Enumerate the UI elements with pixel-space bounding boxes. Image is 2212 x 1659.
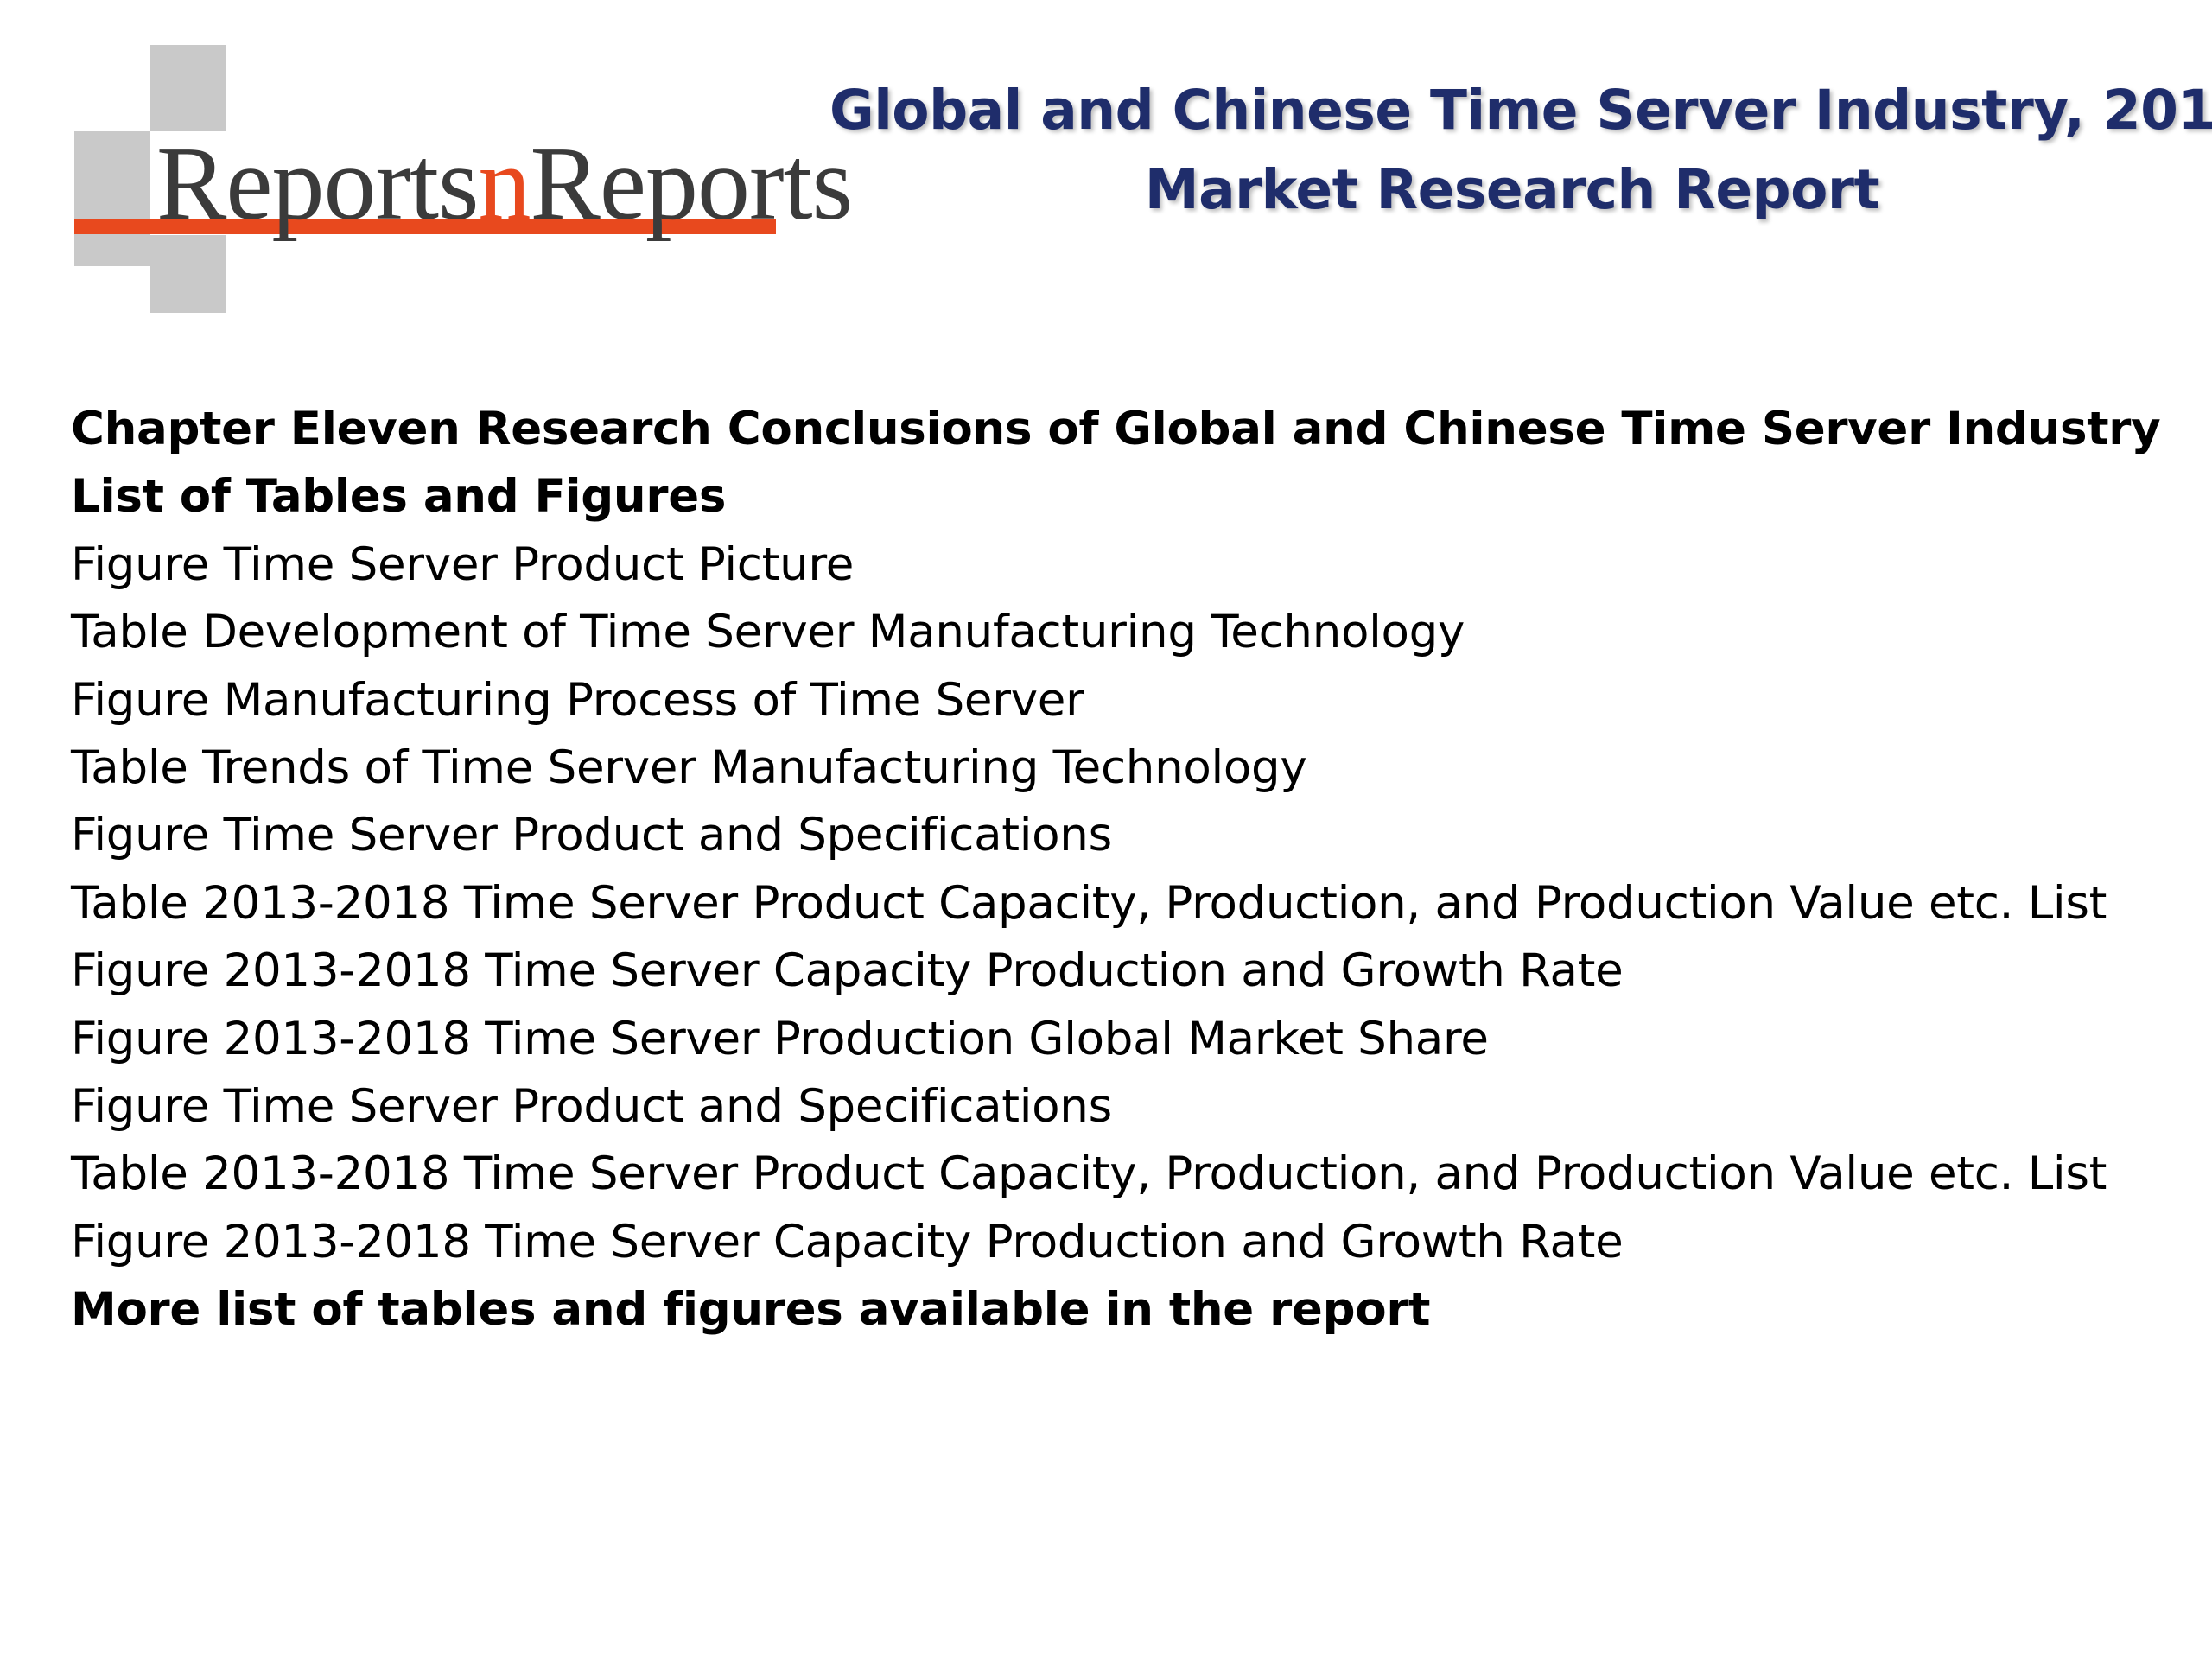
logo-wordmark: ReportsnReports [156, 131, 853, 237]
list-item: Figure 2013-2018 Time Server Production … [71, 1012, 1489, 1065]
list-item: Figure Time Server Product and Specifica… [71, 809, 1112, 862]
logo-wordmark-part2: n [478, 125, 531, 242]
list-item: Table Development of Time Server Manufac… [71, 606, 1465, 659]
more-tables-note: More list of tables and figures availabl… [71, 1283, 1431, 1337]
list-item: Figure Manufacturing Process of Time Ser… [71, 673, 1084, 727]
report-title-line1: Global and Chinese Time Server Industry,… [830, 79, 2212, 142]
content-body: Chapter Eleven Research Conclusions of G… [71, 396, 2179, 1344]
list-item: Table Trends of Time Server Manufacturin… [71, 741, 1307, 794]
list-item: Figure Time Server Product and Specifica… [71, 1079, 1112, 1133]
list-item: Figure 2013-2018 Time Server Capacity Pr… [71, 944, 1624, 998]
reportsnreports-logo: ReportsnReports [74, 45, 853, 313]
list-item: Table 2013-2018 Time Server Product Capa… [71, 876, 2107, 930]
chapter-heading: Chapter Eleven Research Conclusions of G… [71, 403, 2161, 455]
list-item: Figure 2013-2018 Time Server Capacity Pr… [71, 1215, 1624, 1268]
report-title-line2: Market Research Report [1144, 158, 1880, 221]
logo-square-top [150, 45, 226, 131]
list-item: Table 2013-2018 Time Server Product Capa… [71, 1147, 2107, 1201]
logo-square-bottom [150, 235, 226, 313]
list-item: Figure Time Server Product Picture [71, 537, 855, 591]
logo-wordmark-part3: Reports [530, 125, 854, 242]
report-title: Global and Chinese Time Server Industry,… [830, 71, 2212, 230]
list-heading: List of Tables and Figures [71, 470, 727, 524]
logo-wordmark-part1: Reports [156, 125, 480, 242]
logo-square-left [74, 131, 150, 266]
logo-underline-bar [74, 219, 776, 234]
